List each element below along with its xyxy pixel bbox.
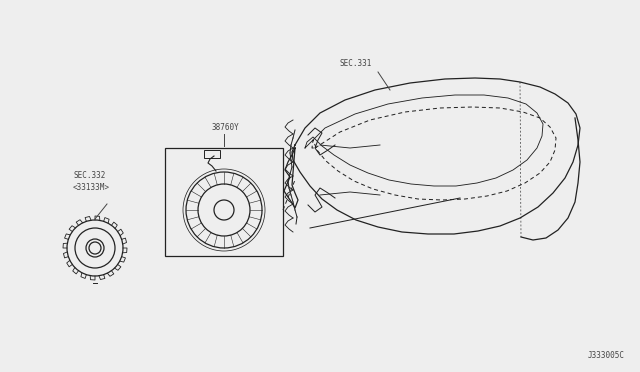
Text: SEC.332
<33133M>: SEC.332 <33133M>: [73, 171, 110, 192]
Bar: [165, 148, 283, 256]
Bar: [204, 150, 220, 158]
Text: SEC.331: SEC.331: [340, 59, 372, 68]
Text: 38760Y: 38760Y: [212, 123, 240, 132]
Text: J333005C: J333005C: [588, 351, 625, 360]
